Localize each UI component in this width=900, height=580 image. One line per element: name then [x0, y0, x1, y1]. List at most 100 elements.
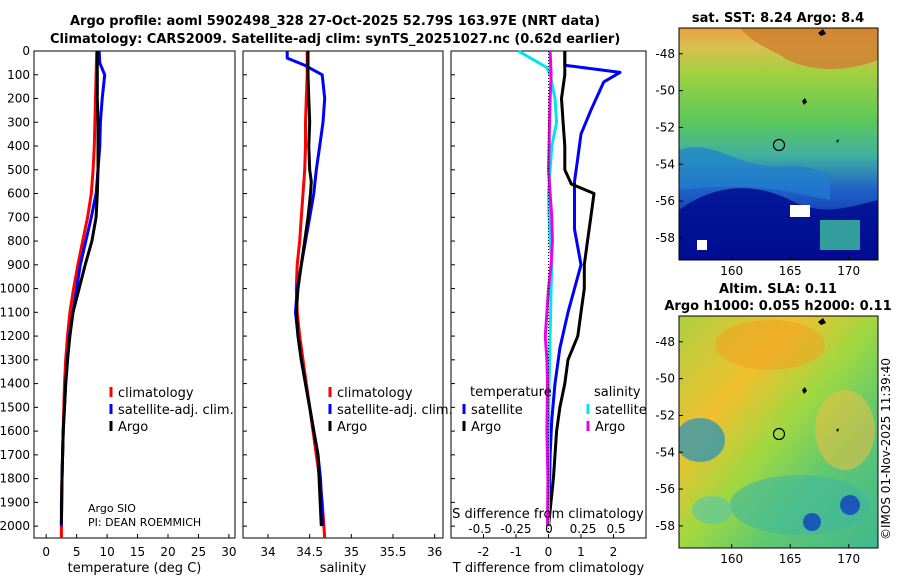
- y-tick-label: 200: [7, 92, 30, 106]
- map-y-tick-label: -54: [655, 157, 675, 171]
- imos-watermark: ©IMOS 01-Nov-2025 11:39:40: [879, 358, 893, 540]
- series-line-t-satellite: [547, 51, 622, 527]
- x-tick-label: 10: [99, 545, 114, 559]
- x-tick-label: 36: [427, 545, 442, 559]
- y-tick-label: 600: [7, 187, 30, 201]
- x-tick-label: 30: [221, 545, 236, 559]
- y-tick-label: 1300: [0, 353, 30, 367]
- sst-island-1: [802, 98, 807, 105]
- chart-title-line1: Argo profile: aoml 5902498_328 27-Oct-20…: [70, 14, 601, 29]
- sla-map-frame: [678, 315, 879, 549]
- y-tick-label: 400: [7, 139, 30, 153]
- sst-island-2: [836, 139, 839, 143]
- x-tick-label: 35.5: [380, 545, 407, 559]
- legend-label: Argo: [471, 420, 501, 435]
- y-tick-label: 1500: [0, 400, 30, 414]
- sla-island-1: [802, 387, 807, 394]
- sla-island-2: [836, 428, 839, 432]
- x-tick-label: 25: [191, 545, 206, 559]
- legend-label: climatology: [337, 386, 413, 401]
- x-tick-label: 34.5: [296, 545, 323, 559]
- y-tick-label: 2000: [0, 519, 30, 533]
- map-x-tick-label: 165: [779, 552, 802, 566]
- annotation-institution: Argo SIO: [88, 502, 136, 515]
- y-tick-label: 500: [7, 163, 30, 177]
- secondary-x-tick-label: -0.25: [500, 522, 531, 536]
- sst-island-3: [818, 29, 826, 36]
- legend-label: satellite: [471, 403, 523, 418]
- y-tick-label: 1600: [0, 424, 30, 438]
- map-title: Argo h1000: 0.055 h2000: 0.11: [664, 299, 891, 314]
- legend-label: Argo: [595, 420, 625, 435]
- series-line-s-argo: [543, 50, 554, 527]
- map-x-tick-label: 165: [779, 264, 802, 278]
- map-y-tick-label: -54: [655, 445, 675, 459]
- y-tick-label: 1900: [0, 495, 30, 509]
- sst-argo-position-marker: [772, 138, 786, 152]
- map-y-tick-label: -56: [655, 482, 675, 496]
- y-tick-label: 700: [7, 210, 30, 224]
- x-tick-label: 0: [42, 545, 50, 559]
- sst-map: [679, 28, 878, 260]
- y-tick-label: 1100: [0, 305, 30, 319]
- x-tick-label: 2: [610, 545, 618, 559]
- y-tick-label: 1400: [0, 377, 30, 391]
- secondary-x-tick-label: 0: [545, 522, 553, 536]
- salinity-plot-area: [242, 50, 444, 539]
- legend-title-salinity: salinity: [594, 385, 641, 400]
- x-tick-label: 20: [160, 545, 175, 559]
- x-tick-label: 15: [130, 545, 145, 559]
- map-x-tick-label: 160: [720, 552, 743, 566]
- x-tick-label: -2: [478, 545, 490, 559]
- series-line-argo: [294, 51, 323, 527]
- map-y-tick-label: -56: [655, 194, 675, 208]
- secondary-x-axis-label: S difference from climatology: [452, 507, 644, 522]
- sla-island-3: [818, 318, 826, 325]
- y-tick-label: 800: [7, 234, 30, 248]
- sla-argo-position-marker: [772, 427, 786, 441]
- map-title: sat. SST: 8.24 Argo: 8.4: [692, 11, 864, 26]
- legend-label: satellite: [595, 403, 647, 418]
- map-y-tick-label: -58: [655, 519, 675, 533]
- legend-label: Argo: [118, 420, 148, 435]
- legend-label: satellite-adj. clim.: [118, 403, 234, 418]
- series-line-argo: [59, 51, 100, 524]
- y-tick-label: 1700: [0, 448, 30, 462]
- x-axis-label: temperature (deg C): [68, 561, 202, 576]
- y-tick-label: 100: [7, 68, 30, 82]
- series-line-t-argo: [547, 51, 596, 527]
- map-y-tick-label: -52: [655, 120, 675, 134]
- map-y-tick-label: -50: [655, 84, 675, 98]
- x-tick-label: 5: [73, 545, 81, 559]
- x-tick-label: 1: [577, 545, 585, 559]
- y-tick-label: 0: [22, 44, 30, 58]
- map-x-tick-label: 160: [720, 264, 743, 278]
- x-tick-label: -1: [510, 545, 522, 559]
- x-axis-label: T difference from climatology: [452, 561, 645, 576]
- sst-map-frame: [678, 27, 879, 261]
- legend-label: climatology: [118, 386, 194, 401]
- x-axis-label: salinity: [320, 561, 367, 576]
- y-tick-label: 1800: [0, 472, 30, 486]
- map-y-tick-label: -52: [655, 408, 675, 422]
- y-tick-label: 300: [7, 115, 30, 129]
- legend-label: satellite-adj. clim.: [337, 403, 453, 418]
- map-y-tick-label: -50: [655, 372, 675, 386]
- secondary-x-tick-label: 0.5: [606, 522, 625, 536]
- map-x-tick-label: 170: [837, 264, 860, 278]
- y-tick-label: 1200: [0, 329, 30, 343]
- y-tick-label: 1000: [0, 282, 30, 296]
- map-y-tick-label: -48: [655, 47, 675, 61]
- secondary-x-tick-label: 0.25: [570, 522, 597, 536]
- secondary-x-tick-label: -0.5: [468, 522, 491, 536]
- x-tick-label: 0: [545, 545, 553, 559]
- map-y-tick-label: -58: [655, 231, 675, 245]
- chart-title-line2: Climatology: CARS2009. Satellite-adj cli…: [50, 32, 621, 47]
- legend-title-temperature: temperature: [470, 385, 552, 400]
- y-tick-label: 900: [7, 258, 30, 272]
- temperature-plot-area: [33, 50, 236, 539]
- map-title: Altim. SLA: 0.11: [719, 282, 837, 297]
- x-tick-label: 34: [260, 545, 275, 559]
- annotation-pi: PI: DEAN ROEMMICH: [88, 516, 201, 529]
